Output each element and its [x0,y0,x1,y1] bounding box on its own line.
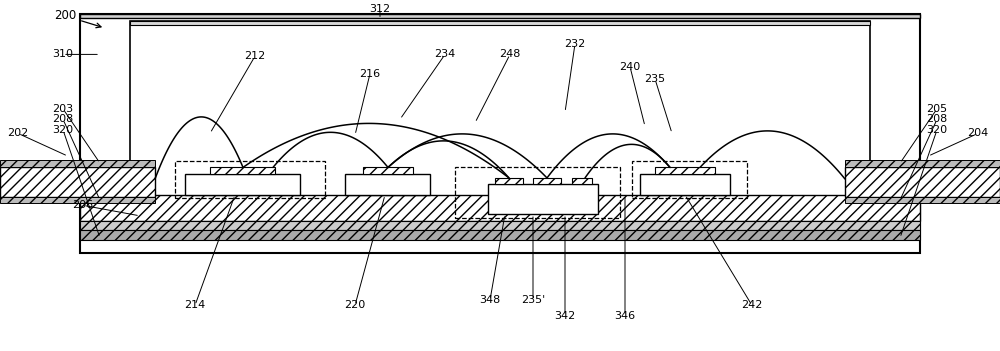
Text: 320: 320 [926,125,948,135]
Text: 220: 220 [344,300,366,310]
Text: 208: 208 [52,114,74,124]
Text: 204: 204 [967,128,989,138]
Bar [80,195,920,221]
Text: 203: 203 [52,104,74,114]
Text: 206: 206 [72,200,94,210]
Bar [455,167,620,218]
Text: 348: 348 [479,295,501,305]
Bar [0,197,155,203]
Text: 234: 234 [434,49,456,59]
Text: 342: 342 [554,311,576,321]
Text: 310: 310 [52,49,74,59]
Text: 200: 200 [54,9,101,28]
Text: 216: 216 [359,69,381,79]
Bar [175,161,325,198]
Bar [80,230,920,240]
Bar [345,174,430,195]
Bar [185,174,300,195]
Bar [0,167,155,197]
Text: 202: 202 [7,128,29,138]
Text: 235': 235' [521,295,545,305]
Text: 320: 320 [52,125,74,135]
Text: 240: 240 [619,62,641,72]
Text: 232: 232 [564,39,586,49]
Bar [533,178,561,184]
Bar [632,161,747,198]
Text: 346: 346 [614,311,636,321]
Bar [80,14,920,18]
Bar [845,167,1000,197]
Text: 235: 235 [644,74,666,84]
Bar [210,167,275,174]
Bar [495,178,523,184]
Bar [80,14,920,253]
Text: 248: 248 [499,49,521,59]
Text: 205: 205 [926,104,948,114]
Text: 212: 212 [244,51,266,61]
Bar [488,184,598,214]
Bar [0,160,155,167]
Bar [363,167,413,174]
Text: 242: 242 [741,300,763,310]
Bar [640,174,730,195]
Bar [130,21,870,25]
Bar [80,221,920,230]
Bar [845,197,1000,203]
Text: 312: 312 [369,4,391,14]
Bar [130,21,870,232]
Bar [845,160,1000,167]
Bar [572,178,592,184]
Bar [655,167,715,174]
Text: 208: 208 [926,114,948,124]
Text: 214: 214 [184,300,206,310]
